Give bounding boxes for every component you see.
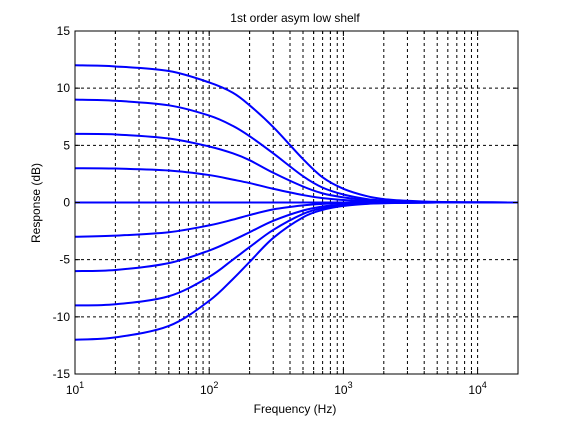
x-tick-label: 103 xyxy=(334,380,352,397)
y-tick-labels: 15 10 5 0 -5 -10 -15 xyxy=(53,24,71,381)
y-axis-label: Response (dB) xyxy=(29,163,43,243)
chart-title: 1st order asym low shelf xyxy=(230,11,360,25)
y-tick-label: 5 xyxy=(63,138,70,152)
y-tick-label: -10 xyxy=(53,310,71,324)
series-group xyxy=(74,64,519,341)
y-tick-label: 15 xyxy=(57,24,71,38)
x-tick-label: 102 xyxy=(200,380,218,397)
y-tick-label: 0 xyxy=(63,196,70,210)
x-axis-label: Frequency (Hz) xyxy=(254,402,337,416)
plot-area: 15 10 5 0 -5 -10 -15 101 102 103 104 xyxy=(53,24,519,397)
x-tick-label: 101 xyxy=(66,380,84,397)
x-tick-labels: 101 102 103 104 xyxy=(66,380,487,397)
y-tick-label: -5 xyxy=(59,253,70,267)
series-line-9 xyxy=(74,201,518,341)
y-tick-label: 10 xyxy=(57,81,71,95)
x-tick-label: 104 xyxy=(468,380,486,397)
y-tick-label: -15 xyxy=(53,367,71,381)
tick-marks xyxy=(74,30,519,375)
